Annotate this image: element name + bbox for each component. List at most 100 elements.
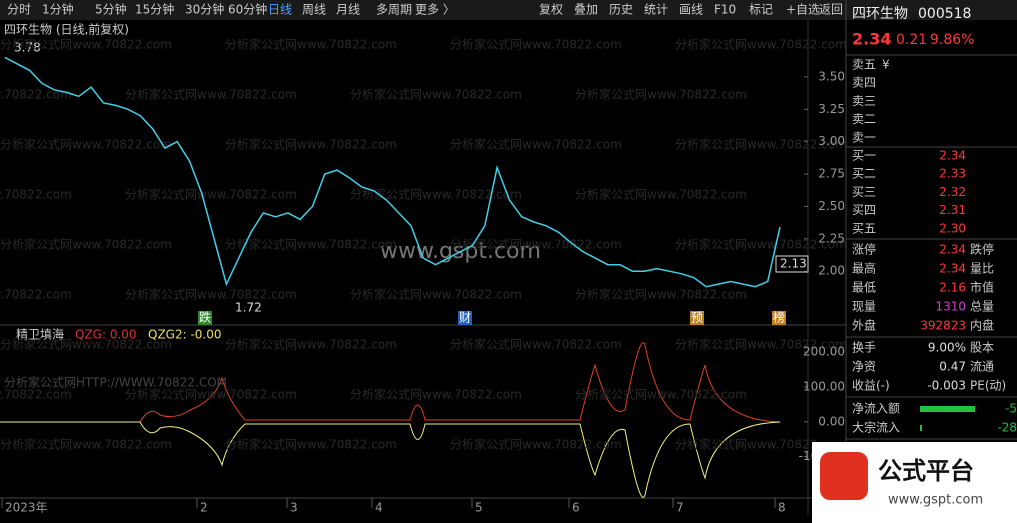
- watermark: 分析家公式网www.70822.com: [225, 137, 397, 152]
- watermark: 分析家公式网www.70822.com: [225, 337, 397, 352]
- event-marker: 财: [459, 311, 471, 325]
- stat-label: 跌停: [970, 242, 994, 257]
- indicator-value: QZG: 0.00: [75, 328, 137, 342]
- watermark: 分析家公式网www.70822.com: [125, 387, 297, 402]
- stat-label: 收益(-): [852, 379, 890, 393]
- watermark: 分析家公式网www.70822.com: [575, 287, 747, 302]
- toolbar-button[interactable]: 历史: [609, 3, 633, 17]
- y-tick-label: 200.00: [803, 345, 845, 359]
- y-tick-label: 3.00: [818, 134, 845, 148]
- logo-url: www.gspt.com: [888, 493, 983, 508]
- toolbar-button[interactable]: 1分钟: [42, 2, 74, 17]
- toolbar-button[interactable]: 15分钟: [135, 2, 174, 17]
- stat-label: 股本: [970, 341, 994, 355]
- toolbar-button[interactable]: 30分钟: [185, 2, 224, 17]
- toolbar-button[interactable]: F10: [714, 3, 736, 17]
- logo-text: 公式平台: [878, 457, 974, 485]
- annotation: 3.78: [14, 41, 41, 55]
- watermark: 分析家公式网www.70822.com: [450, 337, 622, 352]
- book-label: 买二: [852, 167, 876, 181]
- watermark: 分析家公式网www.70822.com: [575, 387, 747, 402]
- toolbar-button[interactable]: 日线: [268, 3, 292, 17]
- stat-value: 0.47: [939, 360, 966, 374]
- toolbar-button[interactable]: 5分钟: [95, 2, 127, 17]
- toolbar-button[interactable]: 月线: [336, 3, 360, 17]
- toolbar-button[interactable]: 叠加: [574, 3, 598, 17]
- y-tick-label: 3.25: [818, 102, 845, 116]
- watermark: 分析家公式网www.70822.com: [0, 287, 72, 302]
- watermark: 分析家公式网www.70822.com: [450, 437, 622, 452]
- stat-label: 净资: [852, 360, 876, 374]
- toolbar-button[interactable]: 分时: [7, 3, 31, 17]
- book-label: 卖四: [852, 76, 876, 90]
- toolbar-button[interactable]: 返回: [819, 3, 843, 17]
- flow-label: 净流入额: [852, 402, 900, 416]
- book-label: 买三: [852, 185, 876, 199]
- watermark: 分析家公式网HTTP://WWW.70822.COM: [4, 375, 227, 390]
- watermark: 分析家公式网www.70822.com: [125, 187, 297, 202]
- toolbar-button[interactable]: +自选: [786, 3, 820, 17]
- book-label: 卖五: [852, 58, 876, 72]
- x-tick-label: 5: [475, 501, 483, 515]
- stat-label: 内盘: [970, 318, 994, 333]
- last-box: [775, 255, 809, 273]
- flow-bar: [920, 406, 975, 412]
- stat-value: 2.16: [939, 281, 966, 295]
- book-label: 卖一: [852, 130, 876, 144]
- toolbar-button[interactable]: 更多 〉: [415, 3, 455, 17]
- watermark: 分析家公式网www.70822.com: [675, 437, 847, 452]
- x-tick-label: 6: [572, 501, 580, 515]
- stat-label: 市值: [970, 280, 994, 295]
- watermark: 分析家公式网www.70822.com: [0, 387, 72, 402]
- x-tick-label: 3: [290, 501, 298, 515]
- stat-value: 2.34: [939, 262, 966, 276]
- x-tick-label: 4: [375, 501, 383, 515]
- watermark: 分析家公式网www.70822.com: [0, 137, 172, 152]
- watermark: 分析家公式网www.70822.com: [450, 137, 622, 152]
- toolbar-button[interactable]: 周线: [302, 3, 326, 17]
- event-marker-bg: [772, 311, 786, 325]
- watermark: 分析家公式网www.70822.com: [225, 237, 397, 252]
- stat-value: 392823: [920, 319, 966, 333]
- annotation: 1.72: [235, 301, 262, 315]
- x-tick-label: 2023年: [5, 501, 48, 515]
- toolbar-button[interactable]: 60分钟: [228, 2, 267, 17]
- toolbar-button[interactable]: 多周期: [376, 3, 412, 17]
- y-tick-label: 3.50: [818, 69, 845, 83]
- stock-name: 四环生物: [852, 6, 908, 22]
- flow-label: 大宗流入: [852, 420, 900, 435]
- book-price: 2.33: [939, 167, 966, 181]
- book-price: 2.32: [939, 185, 966, 199]
- logo-icon: [820, 452, 868, 500]
- stat-value: 1310: [935, 300, 966, 314]
- flow-bar: [920, 425, 922, 431]
- stat-label: 涨停: [852, 242, 876, 257]
- annotation: 2.13: [780, 257, 807, 271]
- stat-value: 2.34: [939, 243, 966, 257]
- toolbar-button[interactable]: 标记: [749, 3, 773, 17]
- y-tick-label: 2.25: [818, 231, 845, 245]
- toolbar-button[interactable]: 统计: [644, 3, 668, 17]
- watermark: 分析家公式网www.70822.com: [0, 437, 172, 452]
- stock-code: 000518: [918, 6, 971, 22]
- stat-label: PE(动): [970, 379, 1006, 393]
- toolbar-button[interactable]: 画线: [679, 3, 703, 17]
- price: 2.34: [852, 30, 891, 49]
- watermark: 分析家公式网www.70822.com: [675, 137, 847, 152]
- watermark: 分析家公式网www.70822.com: [0, 37, 172, 52]
- watermark: 分析家公式网www.70822.com: [575, 187, 747, 202]
- watermark: 分析家公式网www.70822.com: [350, 387, 522, 402]
- event-marker-bg: [458, 311, 472, 325]
- toolbar-button[interactable]: 复权: [539, 3, 563, 17]
- y-tick-label: 100.00: [803, 380, 845, 394]
- book-label: 买四: [852, 203, 876, 217]
- book-label: 卖三: [852, 94, 876, 108]
- indicator-name: 精卫填海: [16, 327, 64, 342]
- book-price: 2.30: [939, 221, 966, 235]
- x-tick-label: 7: [676, 501, 684, 515]
- watermark: 分析家公式网www.70822.com: [225, 437, 397, 452]
- watermark: 分析家公式网www.70822.com: [575, 87, 747, 102]
- stat-value: 9.00%: [928, 341, 966, 355]
- stat-label: 总量: [970, 300, 994, 314]
- stat-label: 现量: [852, 300, 876, 314]
